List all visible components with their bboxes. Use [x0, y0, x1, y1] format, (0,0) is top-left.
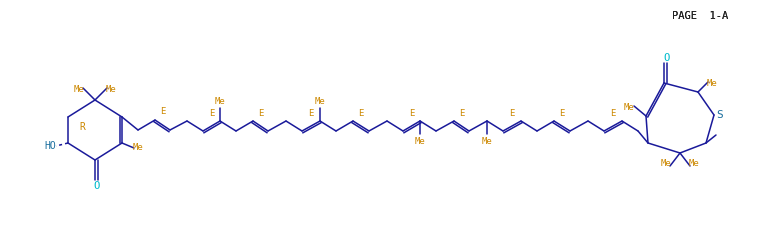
Text: R: R	[79, 122, 85, 132]
Text: O: O	[94, 181, 100, 191]
Text: E: E	[509, 108, 514, 118]
Text: Me: Me	[688, 160, 699, 168]
Text: Me: Me	[133, 144, 144, 152]
Text: HO: HO	[44, 141, 56, 151]
Text: PAGE  1-A: PAGE 1-A	[672, 11, 728, 21]
Text: S: S	[716, 110, 723, 120]
Text: E: E	[459, 108, 464, 118]
Text: Me: Me	[414, 136, 425, 145]
Text: Me: Me	[707, 80, 717, 88]
Text: Me: Me	[106, 86, 116, 94]
Text: PAGE  1-A: PAGE 1-A	[672, 11, 728, 21]
Text: Me: Me	[482, 136, 493, 145]
Text: E: E	[359, 108, 364, 118]
Text: E: E	[308, 108, 314, 118]
Text: E: E	[160, 108, 165, 116]
Text: E: E	[258, 108, 263, 118]
Text: E: E	[610, 108, 615, 118]
Text: Me: Me	[314, 96, 325, 106]
Text: E: E	[209, 108, 214, 118]
Text: E: E	[409, 108, 414, 118]
Text: Me: Me	[215, 96, 225, 106]
Text: Me: Me	[624, 102, 634, 112]
Text: O: O	[663, 53, 669, 63]
Text: Me: Me	[74, 86, 85, 94]
Text: Me: Me	[660, 160, 671, 168]
Text: E: E	[559, 108, 565, 118]
